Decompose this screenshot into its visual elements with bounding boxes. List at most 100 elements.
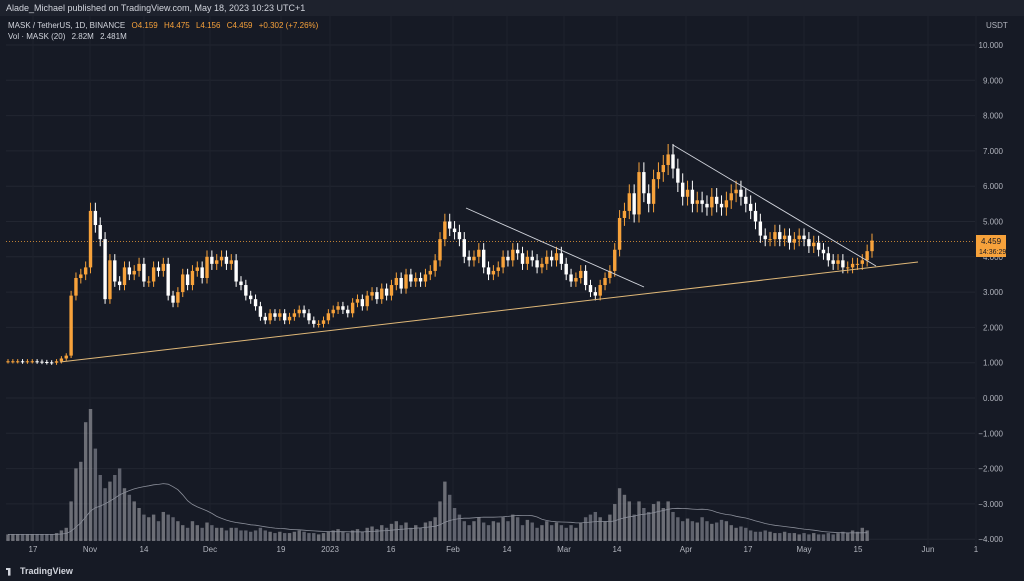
candle-body: [414, 277, 418, 282]
candle-body: [278, 313, 282, 317]
candle-body: [676, 168, 680, 183]
volume-bar: [714, 522, 719, 541]
candle-body: [569, 274, 573, 282]
x-tick-label: 14: [503, 545, 512, 554]
candle-body: [428, 270, 432, 275]
volume-bar: [6, 534, 10, 541]
volume-bar: [841, 531, 845, 541]
candle-body: [11, 361, 15, 363]
volume-bar: [583, 517, 588, 541]
candle-body: [768, 239, 772, 241]
volume-bar: [176, 521, 180, 541]
candle-body: [807, 239, 811, 247]
candle-body: [496, 267, 500, 271]
x-tick-label: Nov: [83, 545, 97, 554]
volume-bar: [229, 527, 233, 541]
candle-body: [603, 277, 607, 286]
volume-bar: [219, 527, 224, 541]
candle-body: [176, 292, 180, 303]
volume-bar: [554, 522, 559, 541]
candle-body: [816, 242, 821, 250]
volume-bar: [797, 534, 801, 541]
candle-body: [132, 270, 136, 275]
volume-bar: [559, 525, 564, 541]
candle-body: [627, 193, 632, 211]
x-tick-label: Jun: [922, 545, 935, 554]
volume-bar: [49, 534, 54, 541]
candle-body: [559, 253, 564, 264]
candle-body: [282, 313, 287, 321]
volume-bar: [113, 475, 117, 541]
candle-body: [244, 285, 248, 296]
volume-bar: [253, 530, 258, 541]
time-axis: 17 Nov 14 Dec 19 2023 16 Feb 14 Mar 14 Apr 17 May 15 Ju…: [29, 545, 979, 554]
candle-body: [268, 313, 272, 321]
y-tick-label: 1.000: [983, 359, 1004, 368]
candle-body: [477, 249, 481, 257]
volume-bar: [758, 531, 763, 541]
volume-bar: [525, 519, 530, 541]
candle-body: [448, 221, 452, 229]
tradingview-logo[interactable]: TradingView: [6, 566, 73, 576]
symbol-legend: MASK / TetherUS, 1D, BINANCE O4.159 H4.4…: [8, 21, 318, 30]
candle-body: [608, 270, 612, 278]
candle-body: [491, 270, 496, 275]
volume-bar: [763, 530, 767, 541]
volume-bar: [540, 525, 544, 541]
candle-body: [394, 277, 399, 286]
candle-body: [554, 253, 559, 261]
candles: [6, 143, 874, 365]
volume-bar: [787, 533, 792, 541]
volume-bar: [312, 533, 316, 541]
volume-bar: [486, 525, 491, 541]
volume-bar: [680, 521, 685, 541]
volume-bar: [588, 514, 593, 541]
candle-body: [501, 256, 505, 268]
volume-bar: [45, 534, 49, 541]
candle-body: [98, 225, 102, 240]
candle-body: [64, 355, 68, 359]
volume-bar: [147, 517, 151, 541]
candle-body: [185, 274, 190, 286]
volume-bar: [278, 531, 282, 541]
candle-body: [360, 299, 365, 307]
candle-body: [312, 320, 316, 324]
symbol-title[interactable]: MASK / TetherUS, 1D, BINANCE: [8, 21, 126, 30]
volume-bar: [326, 531, 331, 541]
y-tick-label: 2.000: [983, 323, 1004, 332]
x-tick-label: Mar: [557, 545, 571, 554]
candle-body: [384, 288, 389, 296]
volume-bar: [734, 527, 738, 541]
volume-bar: [448, 494, 452, 541]
currency-label: USDT: [986, 21, 1008, 30]
volume-bar: [710, 523, 714, 541]
candle-body: [792, 239, 797, 243]
volume-value: 2.82M: [71, 32, 94, 41]
candle-body: [151, 267, 156, 282]
volume-bar: [234, 527, 238, 541]
volume-bar: [685, 518, 690, 541]
volume-bar: [438, 501, 442, 541]
volume-bar: [846, 533, 850, 541]
volume-bar: [25, 534, 30, 541]
volume-label[interactable]: Vol · MASK (20): [8, 32, 66, 41]
candle-body: [773, 232, 777, 240]
candle-body: [370, 292, 374, 296]
volume-bar: [467, 525, 471, 541]
candle-body: [142, 263, 146, 282]
volume-bar: [821, 534, 826, 541]
y-tick-label: 10.000: [979, 41, 1004, 50]
candle-body: [433, 260, 437, 271]
volume-bar: [93, 448, 98, 541]
candle-body: [234, 260, 238, 282]
volume-bar: [185, 527, 190, 541]
high-value: H4.475: [163, 21, 190, 30]
volume-bar: [860, 527, 864, 541]
y-tick-label: 9.000: [983, 76, 1004, 85]
volume-bar: [244, 530, 248, 541]
volume-bar: [506, 521, 510, 541]
candle-body: [205, 256, 209, 278]
candle-body: [540, 263, 544, 268]
change-value: +0.302 (+7.26%): [258, 21, 319, 30]
